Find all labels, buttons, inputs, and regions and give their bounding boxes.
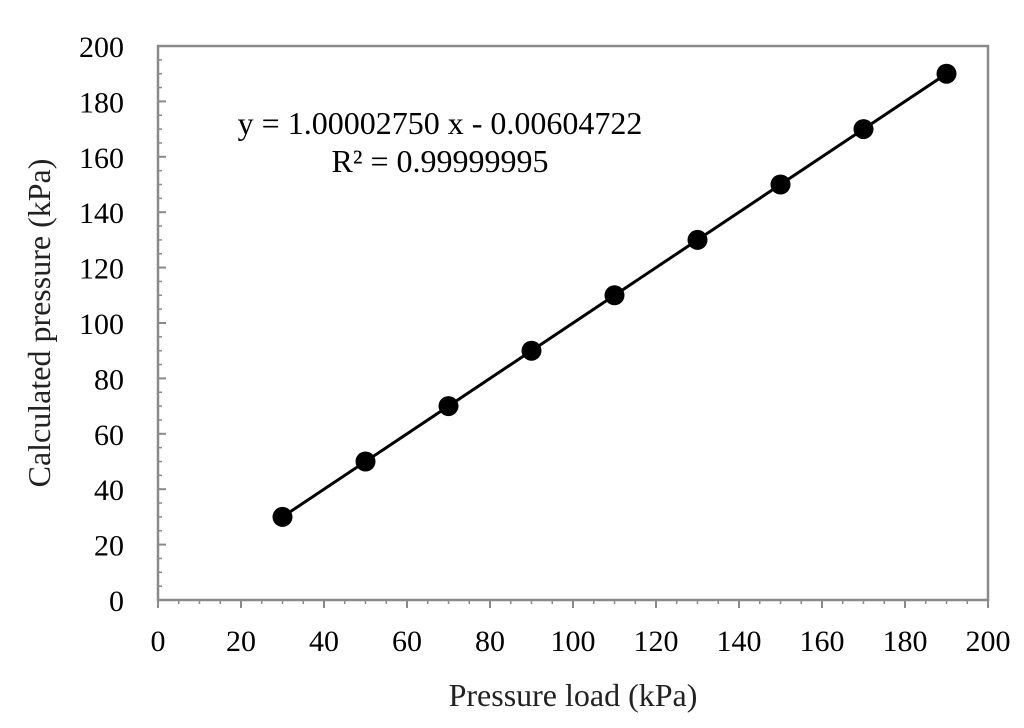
y-tick-label: 120 [79, 253, 124, 286]
y-axis-title: Calculated pressure (kPa) [21, 159, 57, 488]
trendline-equation: y = 1.00002750 x - 0.00604722 [238, 105, 643, 141]
y-axis-ticks: 0 20 40 60 80 100 120 140 160 180 200 [79, 31, 166, 618]
y-tick-label: 0 [109, 585, 124, 618]
x-tick-label: 160 [800, 625, 845, 658]
x-tick-label: 180 [883, 625, 928, 658]
x-tick-label: 200 [966, 625, 1011, 658]
r-squared-label: R² = 0.99999995 [332, 143, 549, 179]
data-point [853, 119, 874, 140]
y-tick-label: 160 [79, 142, 124, 175]
x-tick-label: 120 [634, 625, 679, 658]
data-point [770, 174, 791, 195]
y-tick-label: 60 [94, 419, 124, 452]
data-points [272, 63, 957, 527]
y-tick-label: 180 [79, 86, 124, 119]
y-tick-label: 80 [94, 363, 124, 396]
x-tick-label: 100 [551, 625, 596, 658]
y-tick-label: 140 [79, 197, 124, 230]
y-tick-label: 40 [94, 474, 124, 507]
y-tick-label: 100 [79, 308, 124, 341]
data-point [521, 340, 542, 361]
data-point [604, 285, 625, 306]
x-axis-ticks: 0 20 40 60 80 100 120 140 160 180 200 [151, 600, 1011, 658]
x-tick-label: 80 [475, 625, 505, 658]
y-tick-label: 20 [94, 530, 124, 563]
x-axis-title: Pressure load (kPa) [449, 677, 698, 713]
x-tick-label: 20 [226, 625, 256, 658]
x-tick-label: 0 [151, 625, 166, 658]
data-point [438, 396, 459, 417]
data-point [355, 451, 376, 472]
x-tick-label: 40 [309, 625, 339, 658]
y-tick-label: 200 [79, 31, 124, 64]
x-tick-label: 60 [392, 625, 422, 658]
data-point [687, 229, 708, 250]
data-point [936, 63, 957, 84]
x-tick-label: 140 [717, 625, 762, 658]
data-point [272, 506, 293, 527]
